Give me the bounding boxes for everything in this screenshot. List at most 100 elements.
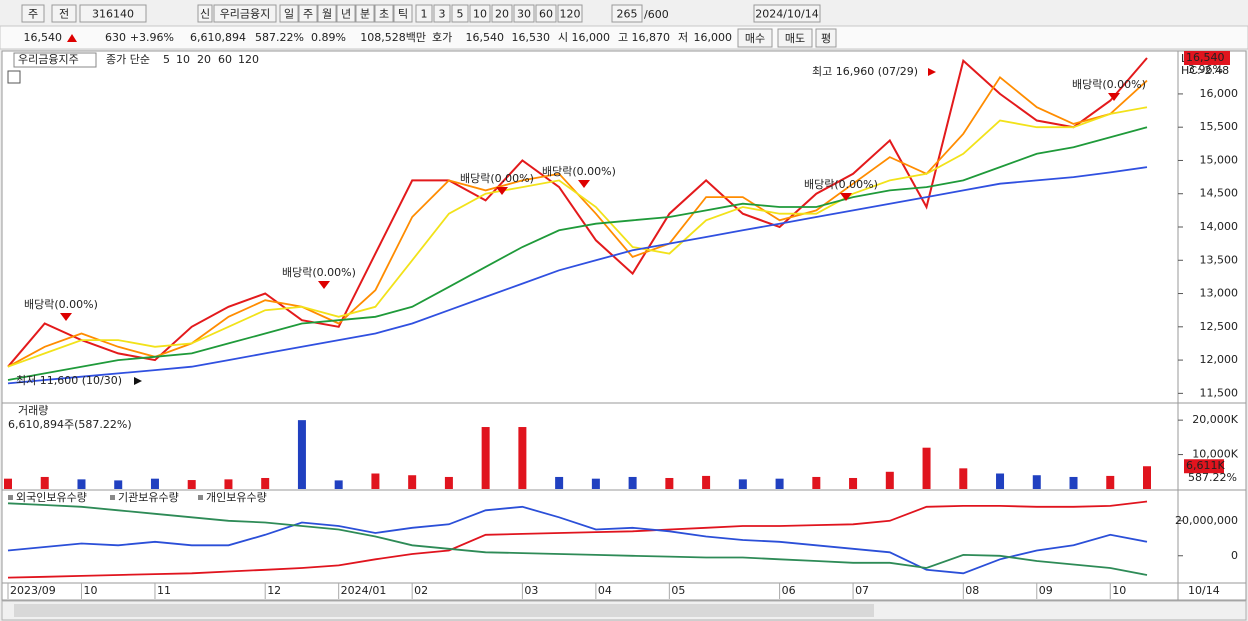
button[interactable] bbox=[374, 4, 394, 23]
button[interactable] bbox=[777, 28, 813, 48]
button[interactable] bbox=[535, 4, 557, 23]
button[interactable] bbox=[469, 4, 491, 23]
x-tick-label: 07 bbox=[855, 584, 869, 597]
interval-button[interactable]: 30 bbox=[517, 8, 531, 21]
button[interactable] bbox=[355, 4, 375, 23]
button[interactable] bbox=[557, 4, 583, 23]
count-input[interactable]: 265 bbox=[617, 8, 638, 21]
annotation-arrow bbox=[840, 193, 852, 201]
annotation: 최고 16,960 (07/29) bbox=[812, 65, 918, 78]
button[interactable] bbox=[611, 4, 643, 23]
volume-bar bbox=[812, 476, 821, 489]
period-button[interactable]: 일 bbox=[284, 7, 294, 21]
x-tick-label: 11 bbox=[157, 584, 171, 597]
volume-bar bbox=[922, 447, 931, 489]
button[interactable] bbox=[21, 4, 45, 23]
end-date: 10/14 bbox=[1188, 584, 1220, 597]
legend-entry: 120 bbox=[238, 53, 259, 66]
interval-button[interactable]: 60 bbox=[539, 8, 553, 21]
y-tick-label: 11,500 bbox=[1200, 386, 1239, 399]
quote-bid: 16,530 bbox=[512, 31, 551, 44]
volume-bar bbox=[1032, 475, 1041, 489]
legend-entry: 개인보유수량 bbox=[206, 491, 267, 504]
button[interactable] bbox=[317, 4, 337, 23]
button[interactable] bbox=[298, 4, 318, 23]
period-button[interactable]: 분 bbox=[360, 8, 370, 21]
volume-bar bbox=[885, 471, 894, 489]
period-button[interactable]: 월 bbox=[322, 8, 332, 21]
x-tick-label: 05 bbox=[671, 584, 685, 597]
x-tick-label: 03 bbox=[524, 584, 538, 597]
period-button[interactable]: 초 bbox=[379, 8, 389, 21]
chart-subtitle: 종가 단순 bbox=[106, 53, 150, 66]
annotation: 배당락(0.00%) bbox=[1072, 78, 1146, 91]
period-button[interactable]: 년 bbox=[341, 8, 351, 21]
chart-title: 우리금융지주 bbox=[18, 53, 79, 66]
period-button[interactable]: 틱 bbox=[398, 8, 408, 21]
button[interactable] bbox=[51, 4, 77, 23]
code-input[interactable]: 316140 bbox=[92, 8, 134, 21]
legend-entry: 10 bbox=[176, 53, 190, 66]
low-arrow bbox=[134, 377, 142, 385]
button[interactable] bbox=[279, 4, 299, 23]
volume-bar bbox=[40, 476, 49, 489]
volume-bar bbox=[77, 479, 86, 489]
button[interactable] bbox=[753, 4, 821, 23]
volume-bar bbox=[224, 479, 233, 489]
interval-button[interactable]: 10 bbox=[473, 8, 487, 21]
button[interactable] bbox=[491, 4, 513, 23]
button[interactable] bbox=[197, 4, 213, 23]
count-total: /600 bbox=[644, 8, 669, 21]
badge[interactable]: 신 bbox=[200, 8, 210, 21]
button[interactable] bbox=[451, 4, 469, 23]
market-select[interactable]: 주 bbox=[28, 8, 38, 21]
interval-button[interactable]: 20 bbox=[495, 8, 509, 21]
volume-bar bbox=[996, 473, 1005, 489]
button[interactable] bbox=[815, 28, 837, 48]
button[interactable] bbox=[336, 4, 356, 23]
series-line bbox=[7, 106, 1148, 368]
volume-bar bbox=[591, 478, 600, 489]
quote-volume: 6,610,894 bbox=[190, 31, 246, 44]
quote-open: 16,000 bbox=[572, 31, 611, 44]
legend-entry: 20 bbox=[197, 53, 211, 66]
interval-button[interactable]: 1 bbox=[421, 8, 428, 21]
y-tick-label: 15,500 bbox=[1200, 120, 1239, 133]
volume-bar bbox=[702, 475, 711, 489]
button[interactable] bbox=[737, 28, 773, 48]
volume-bar bbox=[628, 476, 637, 489]
grid-icon[interactable] bbox=[7, 70, 21, 84]
x-tick-label: 06 bbox=[782, 584, 796, 597]
kind-select[interactable]: 전 bbox=[59, 8, 69, 21]
button[interactable] bbox=[213, 4, 277, 23]
quote-amount: 108,528백만 bbox=[360, 31, 426, 44]
quote-rate: +3.96% bbox=[130, 31, 174, 44]
interval-button[interactable]: 120 bbox=[560, 8, 581, 21]
annotation-arrow bbox=[496, 187, 508, 195]
button[interactable] bbox=[415, 4, 433, 23]
annotation: 최저 11,600 (10/30) bbox=[16, 374, 122, 387]
scroll-thumb[interactable] bbox=[14, 604, 874, 617]
y-tick-label: 10,000K bbox=[1192, 448, 1238, 461]
volume-bar bbox=[371, 473, 380, 489]
y-tick-label: 14,500 bbox=[1200, 187, 1239, 200]
volume-bar bbox=[665, 477, 674, 489]
last-volume-rate: 587.22% bbox=[1188, 471, 1237, 484]
last-volume-box bbox=[1184, 459, 1224, 474]
stock-name[interactable]: 우리금융지 bbox=[220, 8, 271, 21]
button[interactable] bbox=[79, 4, 147, 23]
sell-button[interactable]: 매도 bbox=[785, 32, 805, 45]
button[interactable] bbox=[513, 4, 535, 23]
x-tick-label: 12 bbox=[267, 584, 281, 597]
order-button[interactable]: 평 bbox=[821, 32, 831, 45]
period-button[interactable]: 주 bbox=[303, 8, 313, 21]
volume-bar bbox=[1069, 476, 1078, 489]
interval-button[interactable]: 5 bbox=[457, 8, 464, 21]
button[interactable] bbox=[393, 4, 413, 23]
buy-button[interactable]: 매수 bbox=[745, 32, 765, 45]
interval-button[interactable]: 3 bbox=[439, 8, 446, 21]
volume-bar bbox=[4, 478, 12, 489]
series-line bbox=[7, 500, 1148, 579]
button[interactable] bbox=[433, 4, 451, 23]
date-input[interactable]: 2024/10/14 bbox=[755, 8, 818, 21]
